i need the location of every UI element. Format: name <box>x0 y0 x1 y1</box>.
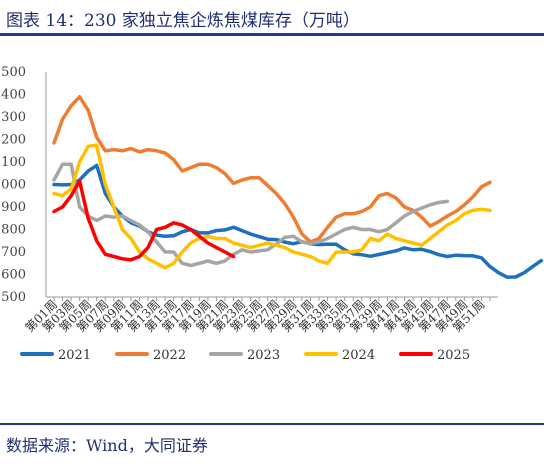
y-tick-label: 1200 <box>0 133 26 148</box>
chart-title: 图表 14：230 家独立焦企炼焦煤库存（万吨） <box>6 11 360 31</box>
y-tick-label: 1000 <box>0 178 26 193</box>
legend-label-2022: 2022 <box>153 348 186 363</box>
y-tick-label: 600 <box>1 268 26 283</box>
y-tick-label: 700 <box>1 245 26 260</box>
series-line-2022 <box>52 95 492 244</box>
title-divider <box>0 33 544 36</box>
source-divider <box>0 423 544 425</box>
source-note: 数据来源：Wind，大同证券 <box>6 436 208 455</box>
chart-axes: 500600700800900100011001200130014001500第… <box>0 65 498 335</box>
y-tick-label: 1300 <box>0 110 26 125</box>
y-tick-label: 1400 <box>0 88 26 103</box>
y-tick-label: 800 <box>1 223 26 238</box>
series-line-2025 <box>52 179 236 262</box>
legend-label-2025: 2025 <box>437 348 470 363</box>
legend-label-2021: 2021 <box>58 348 91 363</box>
y-tick-label: 900 <box>1 200 26 215</box>
y-tick-label: 1500 <box>0 65 26 80</box>
chart-title-bar: 图表 14：230 家独立焦企炼焦煤库存（万吨） <box>0 0 544 34</box>
series-line-2024 <box>52 143 492 270</box>
chart-legend: 2021 2022 2023 2024 2025 <box>20 348 470 363</box>
line-chart: 500600700800900100011001200130014001500第… <box>0 65 544 363</box>
y-tick-label: 1100 <box>0 155 26 170</box>
y-tick-label: 500 <box>1 290 26 305</box>
legend-label-2023: 2023 <box>247 348 280 363</box>
legend-label-2024: 2024 <box>342 348 375 363</box>
series-line-2023 <box>52 162 450 268</box>
chart-series <box>52 95 544 279</box>
